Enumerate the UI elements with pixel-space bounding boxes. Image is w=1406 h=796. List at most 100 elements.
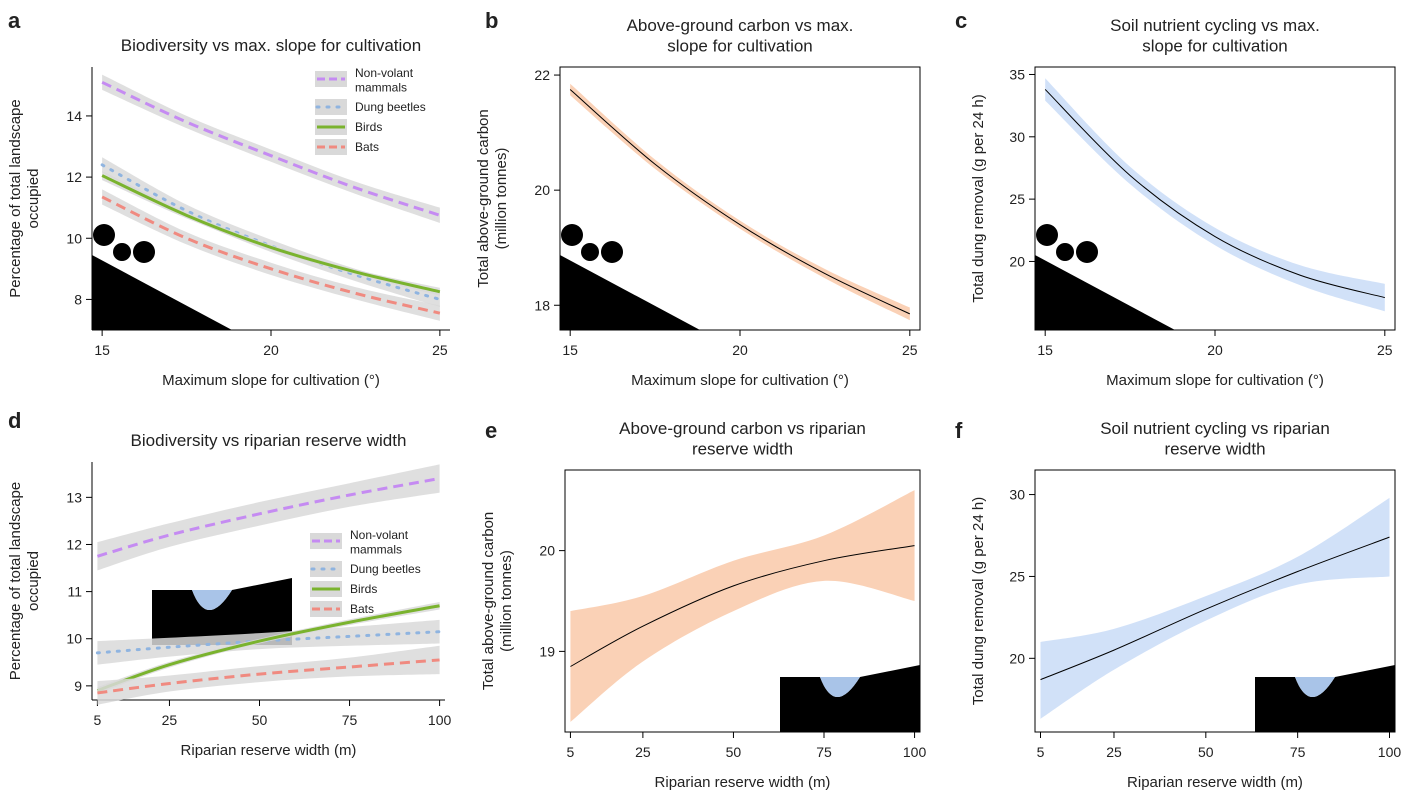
panel: d Biodiversity vs riparian reserve width R… (7, 408, 451, 759)
legend-label: Dung beetles (355, 100, 426, 114)
confidence-band (97, 619, 440, 665)
panel-label: f (955, 418, 963, 443)
y-tick-label: 20 (539, 543, 555, 559)
silhouette (581, 243, 599, 261)
confidence-band (1040, 497, 1390, 719)
silhouette (152, 590, 232, 610)
y-axis-label: Total dung removal (g per 24 h) (970, 497, 987, 705)
silhouette (1036, 224, 1058, 246)
y-tick-label: 14 (66, 108, 82, 124)
line (96, 477, 440, 558)
panel: c Soil nutrient cycling vs max. slope for … (955, 8, 1396, 389)
legend-label: Non-volant mammals (350, 528, 409, 556)
x-tick-label: 100 (428, 712, 452, 728)
panel-label: e (485, 418, 497, 443)
y-axis-label: Total above-ground carbon(million tonnes… (480, 512, 515, 690)
line (569, 89, 911, 315)
silhouette (561, 224, 583, 246)
line (570, 545, 915, 667)
silhouette (560, 255, 700, 330)
silhouette (1035, 255, 1175, 330)
panel-label: d (8, 408, 21, 433)
plot-frame (1034, 469, 1396, 733)
chart-title: Above-ground carbon vs max. slope for cul… (627, 16, 854, 55)
x-tick-label: 75 (1290, 744, 1306, 760)
confidence-band (97, 645, 440, 705)
confidence-band (570, 83, 910, 321)
silhouette (152, 578, 292, 645)
x-tick-label: 50 (726, 744, 742, 760)
silhouette (1076, 241, 1098, 263)
silhouette (113, 243, 131, 261)
x-axis-label: Maximum slope for cultivation (°) (162, 372, 380, 389)
x-axis-label: Maximum slope for cultivation (°) (1106, 372, 1324, 389)
y-axis-label: Total above-ground carbon(million tonnes… (475, 109, 510, 287)
x-tick-label: 100 (903, 744, 927, 760)
confidence-band (102, 74, 440, 223)
y-tick-label: 13 (66, 489, 82, 505)
y-tick-label: 8 (74, 291, 82, 307)
confidence-band (570, 490, 915, 722)
silhouette (1255, 677, 1335, 697)
y-axis-label-group: Percentage of total landscapeoccupied (7, 482, 42, 680)
x-tick-label: 25 (432, 342, 448, 358)
x-tick-label: 20 (263, 342, 279, 358)
y-tick-label: 10 (66, 230, 82, 246)
x-tick-label: 15 (562, 342, 578, 358)
panel: e Above-ground carbon vs riparian reserve … (480, 418, 926, 791)
y-axis-label-group: Percentage of total landscapeoccupied (7, 99, 42, 297)
x-axis-label: Riparian reserve width (m) (655, 774, 831, 791)
y-axis-label-group: Total above-ground carbon(million tonnes… (480, 512, 515, 690)
x-axis-label: Riparian reserve width (m) (1127, 774, 1303, 791)
panel-label: c (955, 8, 967, 33)
panel-label: b (485, 8, 498, 33)
x-tick-label: 100 (1378, 744, 1402, 760)
y-tick-label: 35 (1009, 66, 1025, 82)
y-tick-label: 20 (1009, 650, 1025, 666)
confidence-band (102, 189, 440, 321)
y-tick-label: 10 (66, 631, 82, 647)
legend-swatch (310, 561, 342, 577)
x-tick-label: 5 (1037, 744, 1045, 760)
silhouette (780, 677, 860, 697)
legend-swatch (315, 99, 347, 115)
legend-label: Birds (355, 120, 382, 134)
x-tick-label: 75 (816, 744, 832, 760)
y-axis-label: Percentage of total landscapeoccupied (7, 482, 42, 680)
panel: b Above-ground carbon vs max. slope for cu… (475, 8, 921, 389)
y-axis-label: Total dung removal (g per 24 h) (970, 94, 987, 302)
x-tick-label: 25 (635, 744, 651, 760)
x-tick-label: 20 (732, 342, 748, 358)
chart-title: Above-ground carbon vs riparian reserve w… (619, 419, 866, 458)
panel-label: a (8, 8, 21, 33)
x-tick-label: 15 (1037, 342, 1053, 358)
x-tick-label: 20 (1207, 342, 1223, 358)
silhouette (92, 255, 232, 330)
y-tick-label: 25 (1009, 191, 1025, 207)
chart-title: Biodiversity vs riparian reserve width (131, 431, 407, 450)
silhouette (1255, 665, 1395, 732)
y-tick-label: 9 (74, 678, 82, 694)
line (1040, 536, 1390, 681)
y-tick-label: 18 (534, 297, 550, 313)
x-tick-label: 50 (1198, 744, 1214, 760)
x-tick-label: 5 (94, 712, 102, 728)
y-tick-label: 25 (1009, 568, 1025, 584)
y-tick-label: 30 (1009, 129, 1025, 145)
line (101, 174, 441, 294)
x-tick-label: 25 (1377, 342, 1393, 358)
silhouette (1056, 243, 1074, 261)
x-tick-label: 50 (252, 712, 268, 728)
chart-title: Biodiversity vs max. slope for cultivati… (121, 36, 421, 55)
y-axis-label-group: Total above-ground carbon(million tonnes… (475, 109, 510, 287)
line (101, 195, 441, 315)
x-tick-label: 15 (94, 342, 110, 358)
silhouette (93, 224, 115, 246)
silhouette (133, 241, 155, 263)
y-tick-label: 19 (539, 643, 555, 659)
x-tick-label: 25 (162, 712, 178, 728)
legend-label: Non-volant mammals (355, 66, 414, 94)
y-tick-label: 20 (534, 182, 550, 198)
y-tick-label: 20 (1009, 253, 1025, 269)
